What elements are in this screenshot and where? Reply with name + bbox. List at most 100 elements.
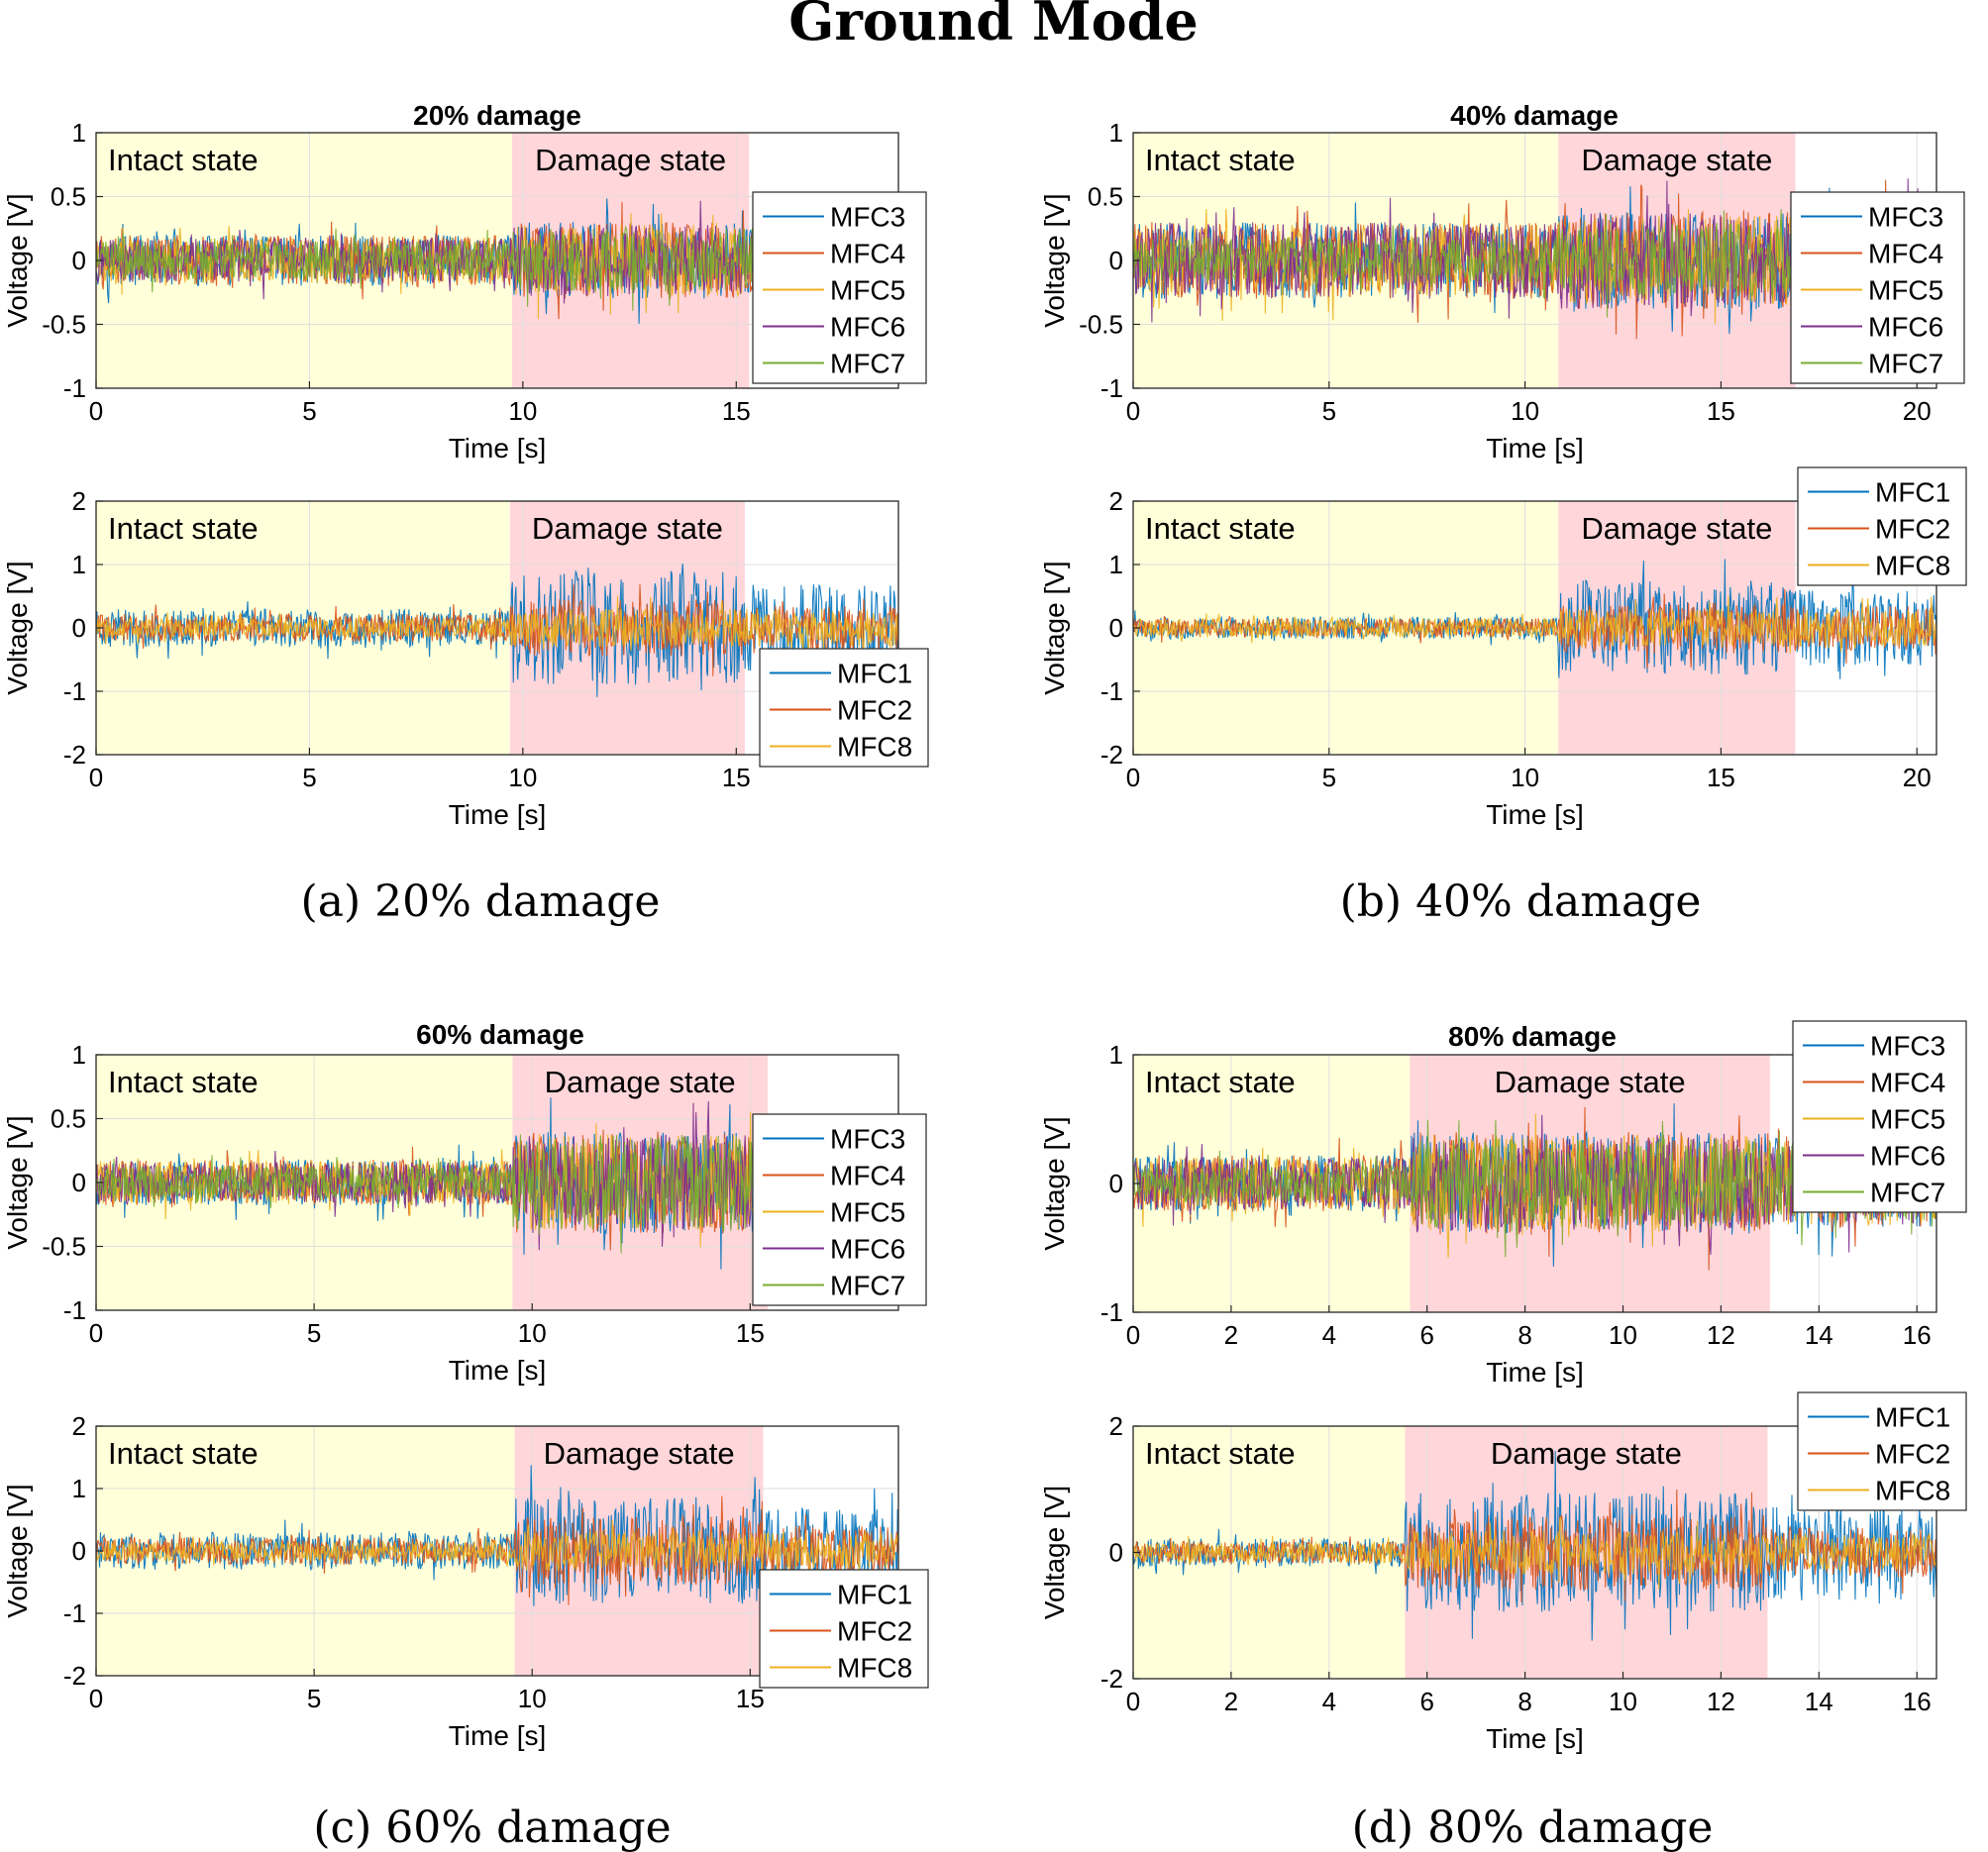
x-tick-label: 0: [1126, 763, 1140, 792]
y-tick-label: 0: [1109, 246, 1123, 275]
legend: MFC1 MFC2 MFC8: [759, 1569, 929, 1689]
y-tick-label: -0.5: [1079, 310, 1123, 340]
x-axis-label: Time [s]: [449, 1355, 547, 1386]
series-mfc8: [1133, 1516, 1936, 1590]
x-tick-label: 20: [1903, 763, 1932, 792]
series-mfc2: [1133, 1489, 1936, 1602]
x-axis-label: Time [s]: [1486, 433, 1584, 463]
x-tick-label: 6: [1419, 1687, 1433, 1716]
x-tick-label: 16: [1903, 1687, 1932, 1716]
legend-label-mfc4: MFC4: [830, 1161, 905, 1191]
intact-state-label: Intact state: [1145, 143, 1296, 177]
legend-label-mfc6: MFC6: [1870, 1141, 1945, 1172]
legend-box: [752, 191, 927, 384]
y-tick-label: 0.5: [51, 1104, 86, 1134]
legend-box: [1790, 191, 1965, 384]
legend-label-mfc4: MFC4: [1870, 1068, 1945, 1098]
y-axis-label: Voltage [V]: [2, 193, 33, 327]
legend-label-mfc7: MFC7: [830, 349, 905, 379]
series-mfc8: [96, 595, 898, 656]
legend-label-mfc2: MFC2: [1875, 514, 1950, 545]
y-axis-label: Voltage [V]: [1039, 1116, 1070, 1250]
legend-label-mfc5: MFC5: [830, 275, 905, 306]
legend: MFC3 MFC4 MFC5 MFC6 MFC7: [752, 191, 927, 384]
y-tick-label: -2: [1100, 740, 1123, 770]
x-tick-label: 15: [1707, 763, 1735, 792]
y-tick-label: 2: [72, 1411, 86, 1441]
x-tick-label: 0: [89, 396, 103, 426]
y-tick-label: -1: [63, 373, 86, 403]
plot-c-top: 0 5 10 15 -1 -0.5 0 0.5 1 Time [s] Voltage [V] Inta…: [2, 1040, 927, 1386]
y-tick-label: -1: [1100, 676, 1123, 706]
legend-label-mfc3: MFC3: [830, 202, 905, 233]
intact-state-label: Intact state: [1145, 1065, 1296, 1099]
x-axis-label: Time [s]: [449, 433, 547, 463]
y-tick-label: 1: [1109, 550, 1123, 579]
x-tick-label: 0: [1126, 1320, 1140, 1350]
y-tick-label: -0.5: [42, 1232, 86, 1262]
legend-label-mfc3: MFC3: [1868, 202, 1943, 233]
x-tick-label: 5: [302, 763, 316, 792]
x-tick-label: 0: [1126, 396, 1140, 426]
series-mfc8: [96, 1519, 898, 1581]
x-tick-label: 20: [1903, 396, 1932, 426]
damage-state-label: Damage state: [1491, 1436, 1682, 1471]
x-tick-label: 10: [518, 1684, 547, 1713]
y-axis-label: Voltage [V]: [2, 1484, 33, 1617]
legend-label-mfc3: MFC3: [830, 1124, 905, 1155]
x-tick-label: 4: [1322, 1687, 1336, 1716]
legend-label-mfc8: MFC8: [837, 732, 912, 763]
y-axis-label: Voltage [V]: [2, 1115, 33, 1249]
plot-c-bottom: 0 5 10 15 -2 -1 0 1 2 Time [s] Voltage [V] Intact s…: [2, 1411, 929, 1751]
legend-label-mfc6: MFC6: [830, 312, 905, 343]
legend-label-mfc4: MFC4: [830, 239, 905, 269]
y-axis-label: Voltage [V]: [1039, 193, 1070, 327]
intact-state-label: Intact state: [108, 1436, 259, 1471]
x-axis-label: Time [s]: [1486, 1723, 1584, 1754]
legend-label-mfc1: MFC1: [1875, 1402, 1950, 1433]
legend: MFC3 MFC4 MFC5 MFC6 MFC7: [752, 1113, 927, 1306]
y-tick-label: 0: [1109, 1538, 1123, 1568]
damage-state-label: Damage state: [1581, 511, 1772, 546]
panel-a-title: 20% damage: [413, 100, 581, 131]
y-tick-label: 2: [1109, 486, 1123, 516]
y-tick-label: -1: [1100, 373, 1123, 403]
legend: MFC1 MFC2 MFC8: [759, 648, 929, 768]
x-axis-label: Time [s]: [449, 799, 547, 830]
y-axis-label: Voltage [V]: [1039, 1486, 1070, 1619]
y-tick-label: -2: [63, 1661, 86, 1691]
traces: [96, 1465, 898, 1616]
y-tick-label: -1: [63, 1295, 86, 1325]
legend-box: [752, 1113, 927, 1306]
legend: MFC3 MFC4 MFC5 MFC6 MFC7: [1792, 1020, 1967, 1213]
y-tick-label: 2: [72, 486, 86, 516]
y-tick-label: -1: [63, 676, 86, 706]
x-tick-label: 10: [1609, 1320, 1637, 1350]
x-tick-label: 0: [89, 1684, 103, 1713]
x-tick-label: 5: [307, 1318, 321, 1348]
y-tick-label: 0: [72, 613, 86, 643]
intact-state-label: Intact state: [108, 511, 259, 546]
y-tick-label: 2: [1109, 1411, 1123, 1441]
panel-d-title: 80% damage: [1448, 1021, 1617, 1052]
panel-c-title: 60% damage: [416, 1019, 584, 1050]
x-axis-label: Time [s]: [1486, 799, 1584, 830]
plot-b-top: 0 5 10 15 20 -1 -0.5 0 0.5 1 Time [s] Voltage [V] In…: [1039, 118, 1965, 463]
x-tick-label: 12: [1707, 1320, 1735, 1350]
y-tick-label: 0.5: [1088, 182, 1123, 212]
intact-state-label: Intact state: [108, 1065, 259, 1099]
legend-label-mfc6: MFC6: [830, 1234, 905, 1265]
y-tick-label: 1: [72, 1474, 86, 1503]
intact-state-label: Intact state: [108, 143, 259, 177]
y-tick-label: 0: [1109, 613, 1123, 643]
x-tick-label: 2: [1224, 1687, 1238, 1716]
legend-label-mfc5: MFC5: [1870, 1104, 1945, 1135]
legend-label-mfc1: MFC1: [837, 659, 912, 689]
figure-title: Ground Mode: [788, 0, 1199, 52]
y-tick-label: 0: [72, 1168, 86, 1197]
legend-label-mfc8: MFC8: [1875, 1476, 1950, 1506]
plot-a-bottom: 0 5 10 15 -2 -1 0 1 2 Time [s] Voltage [V] Intact s…: [2, 486, 929, 830]
plot-a-top: 0 5 10 15 -1 -0.5 0 0.5 1 Time [s] Voltage [V] Inta…: [2, 118, 927, 463]
